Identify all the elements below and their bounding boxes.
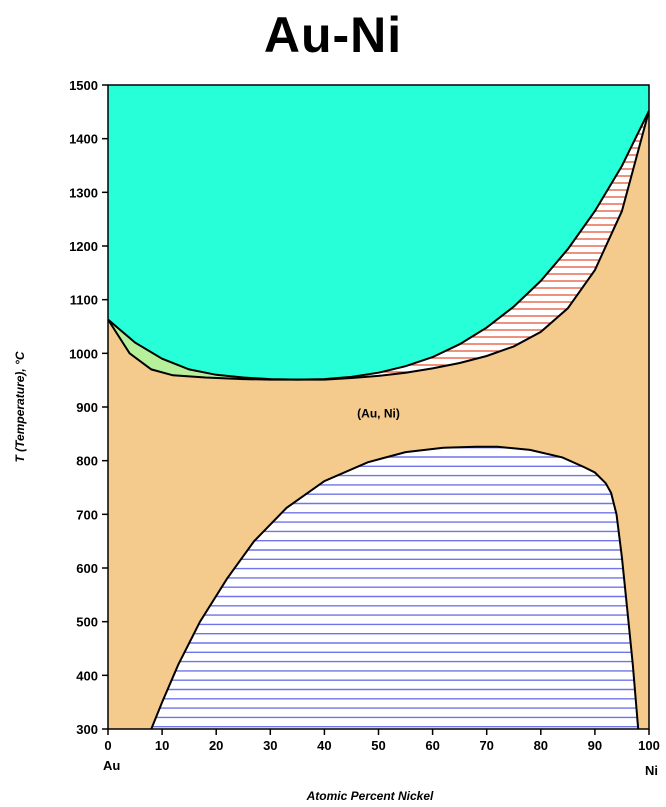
x-tick-label: 80 xyxy=(534,738,548,753)
y-tick-label: 900 xyxy=(76,400,98,415)
x-tick-label: 60 xyxy=(425,738,439,753)
y-tick-label: 1100 xyxy=(70,293,98,308)
x-axis-ticks: 0 10 20 30 40 50 60 70 80 90 100 xyxy=(104,729,660,753)
y-tick-label: 1400 xyxy=(69,132,98,147)
chart-title: Au-Ni xyxy=(263,7,403,63)
y-tick-label: 1300 xyxy=(69,185,98,200)
x-tick-label: 10 xyxy=(155,738,169,753)
miscibility-gap-curve xyxy=(150,445,640,729)
two-phase-left-region xyxy=(108,110,649,380)
y-tick-label: 300 xyxy=(76,722,98,737)
y-axis-label: T (Temperature), °C xyxy=(13,351,27,462)
x-axis-label: Atomic Percent Nickel xyxy=(306,789,434,803)
liquidus-curve xyxy=(108,110,649,381)
y-tick-label: 700 xyxy=(76,507,98,522)
y-tick-label: 1000 xyxy=(69,346,98,361)
x-tick-label: 100 xyxy=(638,738,660,753)
y-tick-label: 600 xyxy=(76,561,98,576)
x-tick-label: 20 xyxy=(209,738,223,753)
x-tick-label: 30 xyxy=(263,738,277,753)
x-tick-label: 40 xyxy=(317,738,331,753)
left-end-label: Au xyxy=(103,758,120,773)
x-tick-label: 90 xyxy=(588,738,602,753)
x-tick-label: 0 xyxy=(104,738,111,753)
solidus-curve xyxy=(108,110,649,381)
y-tick-label: 1200 xyxy=(69,239,98,254)
right-end-label: Ni xyxy=(645,763,658,778)
x-tick-label: 50 xyxy=(371,738,385,753)
y-tick-label: 800 xyxy=(76,454,98,469)
phase-label: (Au, Ni) xyxy=(357,407,400,421)
y-tick-label: 500 xyxy=(76,615,98,630)
y-tick-label: 1500 xyxy=(69,78,98,93)
y-tick-label: 400 xyxy=(76,668,98,683)
two-phase-left-fill xyxy=(108,319,271,380)
x-tick-label: 70 xyxy=(479,738,493,753)
y-axis-ticks: 300 400 500 600 700 800 900 1000 1100 1200 1300 140… xyxy=(69,78,108,737)
